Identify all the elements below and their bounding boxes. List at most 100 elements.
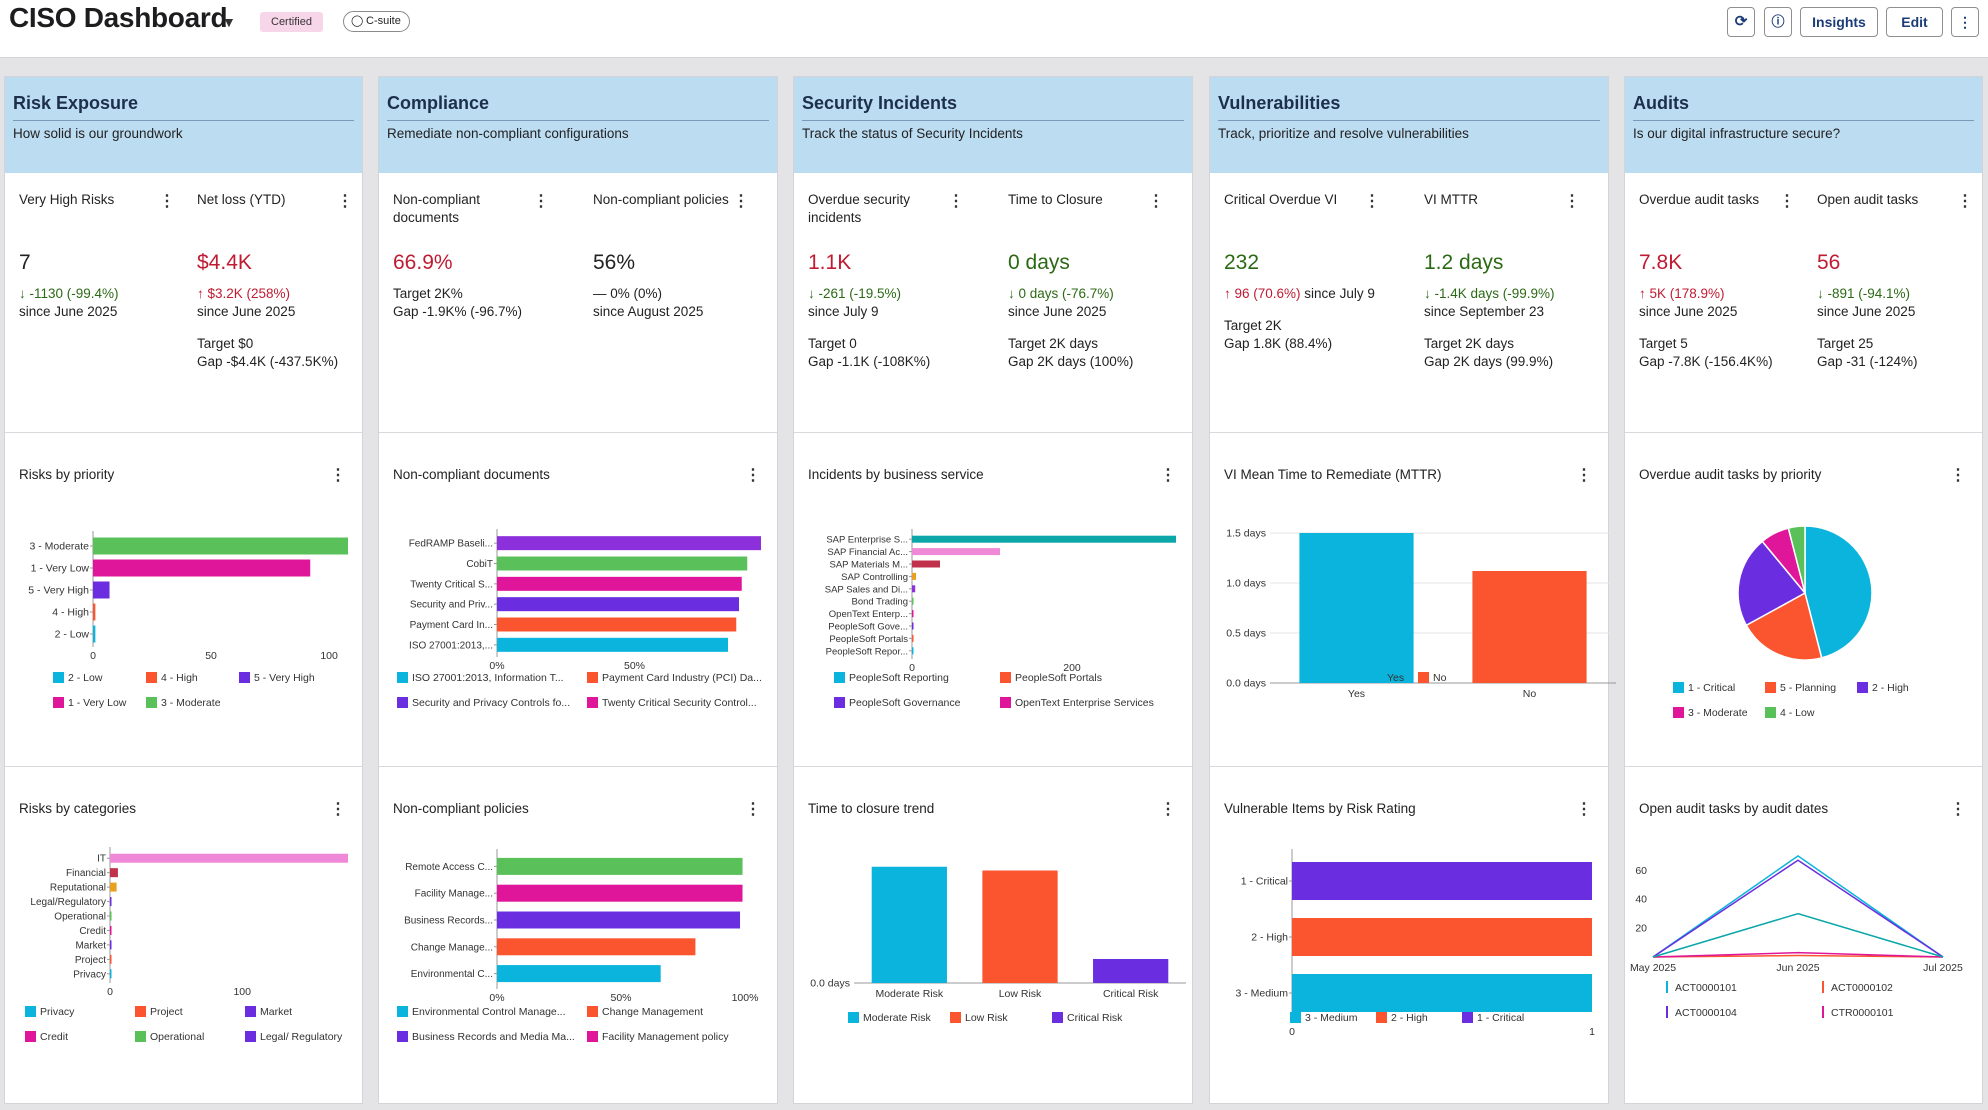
bar[interactable]	[497, 965, 661, 983]
kpi-card[interactable]: Non-compliant documents ⋮ 66.9% Target 2K% G…	[393, 191, 568, 319]
legend-item[interactable]: ISO 27001:2013, Information T...	[412, 672, 564, 684]
kpi-card[interactable]: Overdue security incidents ⋮ 1.1K ↓ -261 (-…	[808, 191, 983, 369]
bar[interactable]	[110, 925, 112, 935]
legend-item[interactable]: OpenText Enterprise Services	[1015, 697, 1154, 709]
legend-item[interactable]: PeopleSoft Reporting	[849, 672, 949, 684]
legend-item[interactable]: Legal/ Regulatory	[260, 1031, 343, 1043]
bar[interactable]	[912, 535, 1176, 543]
bar[interactable]	[1472, 571, 1587, 683]
bar[interactable]	[912, 647, 914, 655]
series-line[interactable]	[1652, 859, 1944, 958]
bar[interactable]	[912, 572, 916, 580]
bar[interactable]	[93, 603, 96, 621]
bar[interactable]	[912, 634, 914, 642]
bar[interactable]	[110, 853, 348, 863]
chart-menu-icon[interactable]: ⋮	[1576, 467, 1592, 484]
chart-menu-icon[interactable]: ⋮	[1950, 801, 1966, 818]
bar[interactable]	[110, 882, 117, 892]
legend-item[interactable]: 3 - Medium	[1305, 1012, 1358, 1024]
kpi-menu-icon[interactable]: ⋮	[337, 193, 353, 210]
chart-menu-icon[interactable]: ⋮	[745, 467, 761, 484]
tag-chip[interactable]: ◯ C-suite	[343, 11, 410, 32]
series-line[interactable]	[1652, 951, 1944, 958]
chart-menu-icon[interactable]: ⋮	[1160, 467, 1176, 484]
series-line[interactable]	[1652, 912, 1944, 958]
pie-slice[interactable]	[1745, 591, 1823, 661]
bar[interactable]	[912, 585, 916, 593]
pie-slice[interactable]	[1737, 540, 1807, 627]
kpi-card[interactable]: Net loss (YTD) ⋮ $4.4K ↑ $3.2K (258%) since …	[197, 191, 372, 369]
legend-item[interactable]: ACT0000101	[1675, 982, 1737, 994]
legend-item[interactable]: 3 - Moderate	[1688, 707, 1748, 719]
legend-item[interactable]: 4 - High	[161, 672, 198, 684]
chart-menu-icon[interactable]: ⋮	[1950, 467, 1966, 484]
chart-menu-icon[interactable]: ⋮	[1160, 801, 1176, 818]
bar[interactable]	[497, 938, 696, 956]
legend-item[interactable]: Operational	[150, 1031, 204, 1043]
bar[interactable]	[1292, 974, 1592, 1012]
legend-item[interactable]: Privacy	[40, 1006, 75, 1018]
title-dropdown-icon[interactable]: ▼	[222, 14, 236, 30]
bar[interactable]	[497, 556, 748, 571]
bar[interactable]	[110, 868, 118, 878]
bar[interactable]	[110, 954, 112, 964]
series-line[interactable]	[1652, 954, 1944, 958]
bar[interactable]	[497, 857, 743, 875]
bar[interactable]	[93, 625, 96, 643]
legend-item[interactable]: Credit	[40, 1031, 68, 1043]
bar[interactable]	[110, 940, 112, 950]
kpi-menu-icon[interactable]: ⋮	[159, 193, 175, 210]
legend-item[interactable]: 2 - Low	[68, 672, 103, 684]
legend-item[interactable]: Payment Card Industry (PCI) Da...	[602, 672, 762, 684]
chart-menu-icon[interactable]: ⋮	[330, 467, 346, 484]
legend-item[interactable]: 2 - High	[1391, 1012, 1428, 1024]
kpi-card[interactable]: Critical Overdue VI ⋮ 232 ↑ 96 (70.6%) sinc…	[1224, 191, 1399, 351]
bar[interactable]	[871, 866, 947, 983]
legend-item[interactable]: Business Records and Media Ma...	[412, 1031, 575, 1043]
kpi-card[interactable]: VI MTTR ⋮ 1.2 days ↓ -1.4K days (-99.9%) sin…	[1424, 191, 1599, 369]
bar[interactable]	[1292, 918, 1592, 956]
bar[interactable]	[912, 622, 914, 630]
bar[interactable]	[93, 559, 311, 577]
kpi-card[interactable]: Overdue audit tasks ⋮ 7.8K ↑ 5K (178.9%) sin…	[1639, 191, 1814, 369]
kpi-card[interactable]: Time to Closure ⋮ 0 days ↓ 0 days (-76.7%) s…	[1008, 191, 1183, 369]
bar[interactable]	[912, 610, 914, 618]
bar[interactable]	[497, 884, 743, 902]
chart-menu-icon[interactable]: ⋮	[745, 801, 761, 818]
legend-item[interactable]: Change Management	[602, 1006, 703, 1018]
legend-item[interactable]: Low Risk	[965, 1012, 1008, 1024]
legend-item[interactable]: Yes	[1387, 672, 1404, 684]
legend-item[interactable]: 1 - Critical	[1688, 682, 1735, 694]
legend-item[interactable]: Security and Privacy Controls fo...	[412, 697, 570, 709]
refresh-button[interactable]: ⟳	[1727, 7, 1755, 37]
bar[interactable]	[497, 597, 739, 612]
bar[interactable]	[93, 581, 110, 599]
bar[interactable]	[110, 897, 112, 907]
kpi-card[interactable]: Non-compliant policies ⋮ 56% — 0% (0%) since…	[593, 191, 768, 319]
legend-item[interactable]: 4 - Low	[1780, 707, 1815, 719]
kpi-menu-icon[interactable]: ⋮	[1148, 193, 1164, 210]
chart-menu-icon[interactable]: ⋮	[1576, 801, 1592, 818]
bar[interactable]	[497, 617, 737, 632]
edit-button[interactable]: Edit	[1886, 7, 1943, 37]
bar[interactable]	[1292, 862, 1592, 900]
kpi-menu-icon[interactable]: ⋮	[533, 193, 549, 210]
bar[interactable]	[912, 560, 940, 568]
info-button[interactable]: ⓘ	[1764, 7, 1792, 37]
bar[interactable]	[912, 597, 914, 605]
legend-item[interactable]: Market	[260, 1006, 292, 1018]
bar[interactable]	[110, 969, 112, 979]
legend-item[interactable]: ACT0000102	[1831, 982, 1893, 994]
legend-item[interactable]: Environmental Control Manage...	[412, 1006, 566, 1018]
bar[interactable]	[93, 537, 348, 555]
legend-item[interactable]: PeopleSoft Governance	[849, 697, 961, 709]
kpi-card[interactable]: Very High Risks ⋮ 7 ↓ -1130 (-99.4%) since J…	[19, 191, 194, 319]
legend-item[interactable]: Critical Risk	[1067, 1012, 1123, 1024]
bar[interactable]	[497, 536, 761, 551]
legend-item[interactable]: 1 - Very Low	[68, 697, 127, 709]
legend-item[interactable]: PeopleSoft Portals	[1015, 672, 1102, 684]
legend-item[interactable]: ACT0000104	[1675, 1007, 1737, 1019]
legend-item[interactable]: No	[1433, 672, 1447, 684]
bar[interactable]	[110, 911, 112, 921]
kpi-menu-icon[interactable]: ⋮	[1364, 193, 1380, 210]
